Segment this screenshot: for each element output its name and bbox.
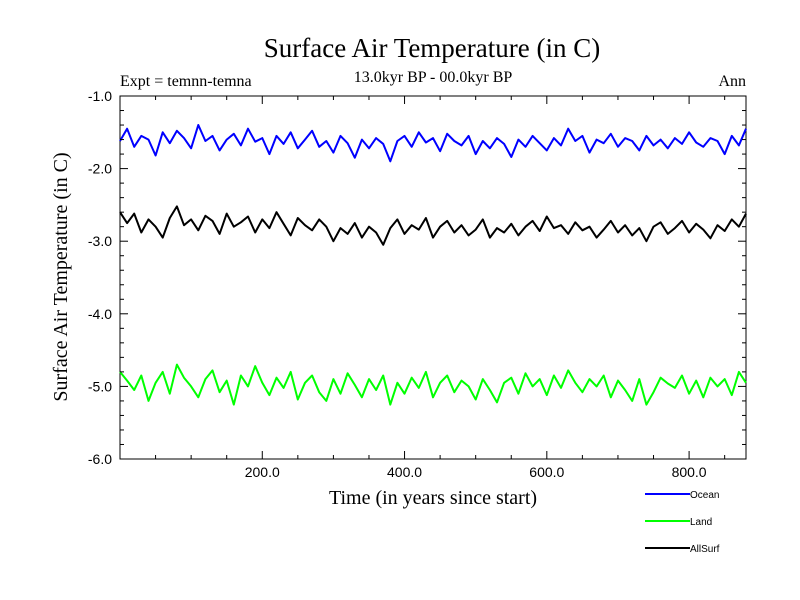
chart-subtitle: 13.0kyr BP - 00.0kyr BP — [354, 69, 513, 86]
y-tick-label-2: -3.0 — [88, 233, 112, 249]
legend-label-allsurf: AllSurf — [690, 544, 720, 555]
axis-tick-labels: 200.0 400.0 600.0 800.0 -1.0 -2.0 -3.0 -4.0 -5.0… — [88, 88, 707, 480]
y-tick-label-5: -6.0 — [88, 451, 112, 467]
series-lines — [119, 124, 747, 406]
x-tick-label-3: 800.0 — [672, 464, 707, 480]
series-line-ocean — [119, 124, 747, 163]
legend: Ocean Land AllSurf — [645, 490, 720, 555]
series-line-allsurf — [119, 205, 747, 246]
axis-ticks — [120, 95, 746, 460]
experiment-label: Expt = temnn-temna — [120, 73, 252, 90]
x-tick-label-1: 400.0 — [387, 464, 422, 480]
x-tick-label-0: 200.0 — [245, 464, 280, 480]
x-tick-label-2: 600.0 — [529, 464, 564, 480]
chart-title: Surface Air Temperature (in C) — [264, 33, 601, 63]
plot-frame — [119, 95, 747, 460]
y-tick-label-3: -4.0 — [88, 306, 112, 322]
y-tick-label-1: -2.0 — [88, 161, 112, 177]
y-tick-label-0: -1.0 — [88, 88, 112, 104]
series-line-land — [119, 363, 747, 406]
legend-label-land: Land — [690, 517, 712, 528]
x-axis-label: Time (in years since start) — [329, 487, 537, 509]
legend-label-ocean: Ocean — [690, 490, 719, 501]
y-axis-label: Surface Air Temperature (in C) — [50, 152, 72, 401]
season-label: Ann — [718, 73, 746, 90]
y-tick-label-4: -5.0 — [88, 378, 112, 394]
